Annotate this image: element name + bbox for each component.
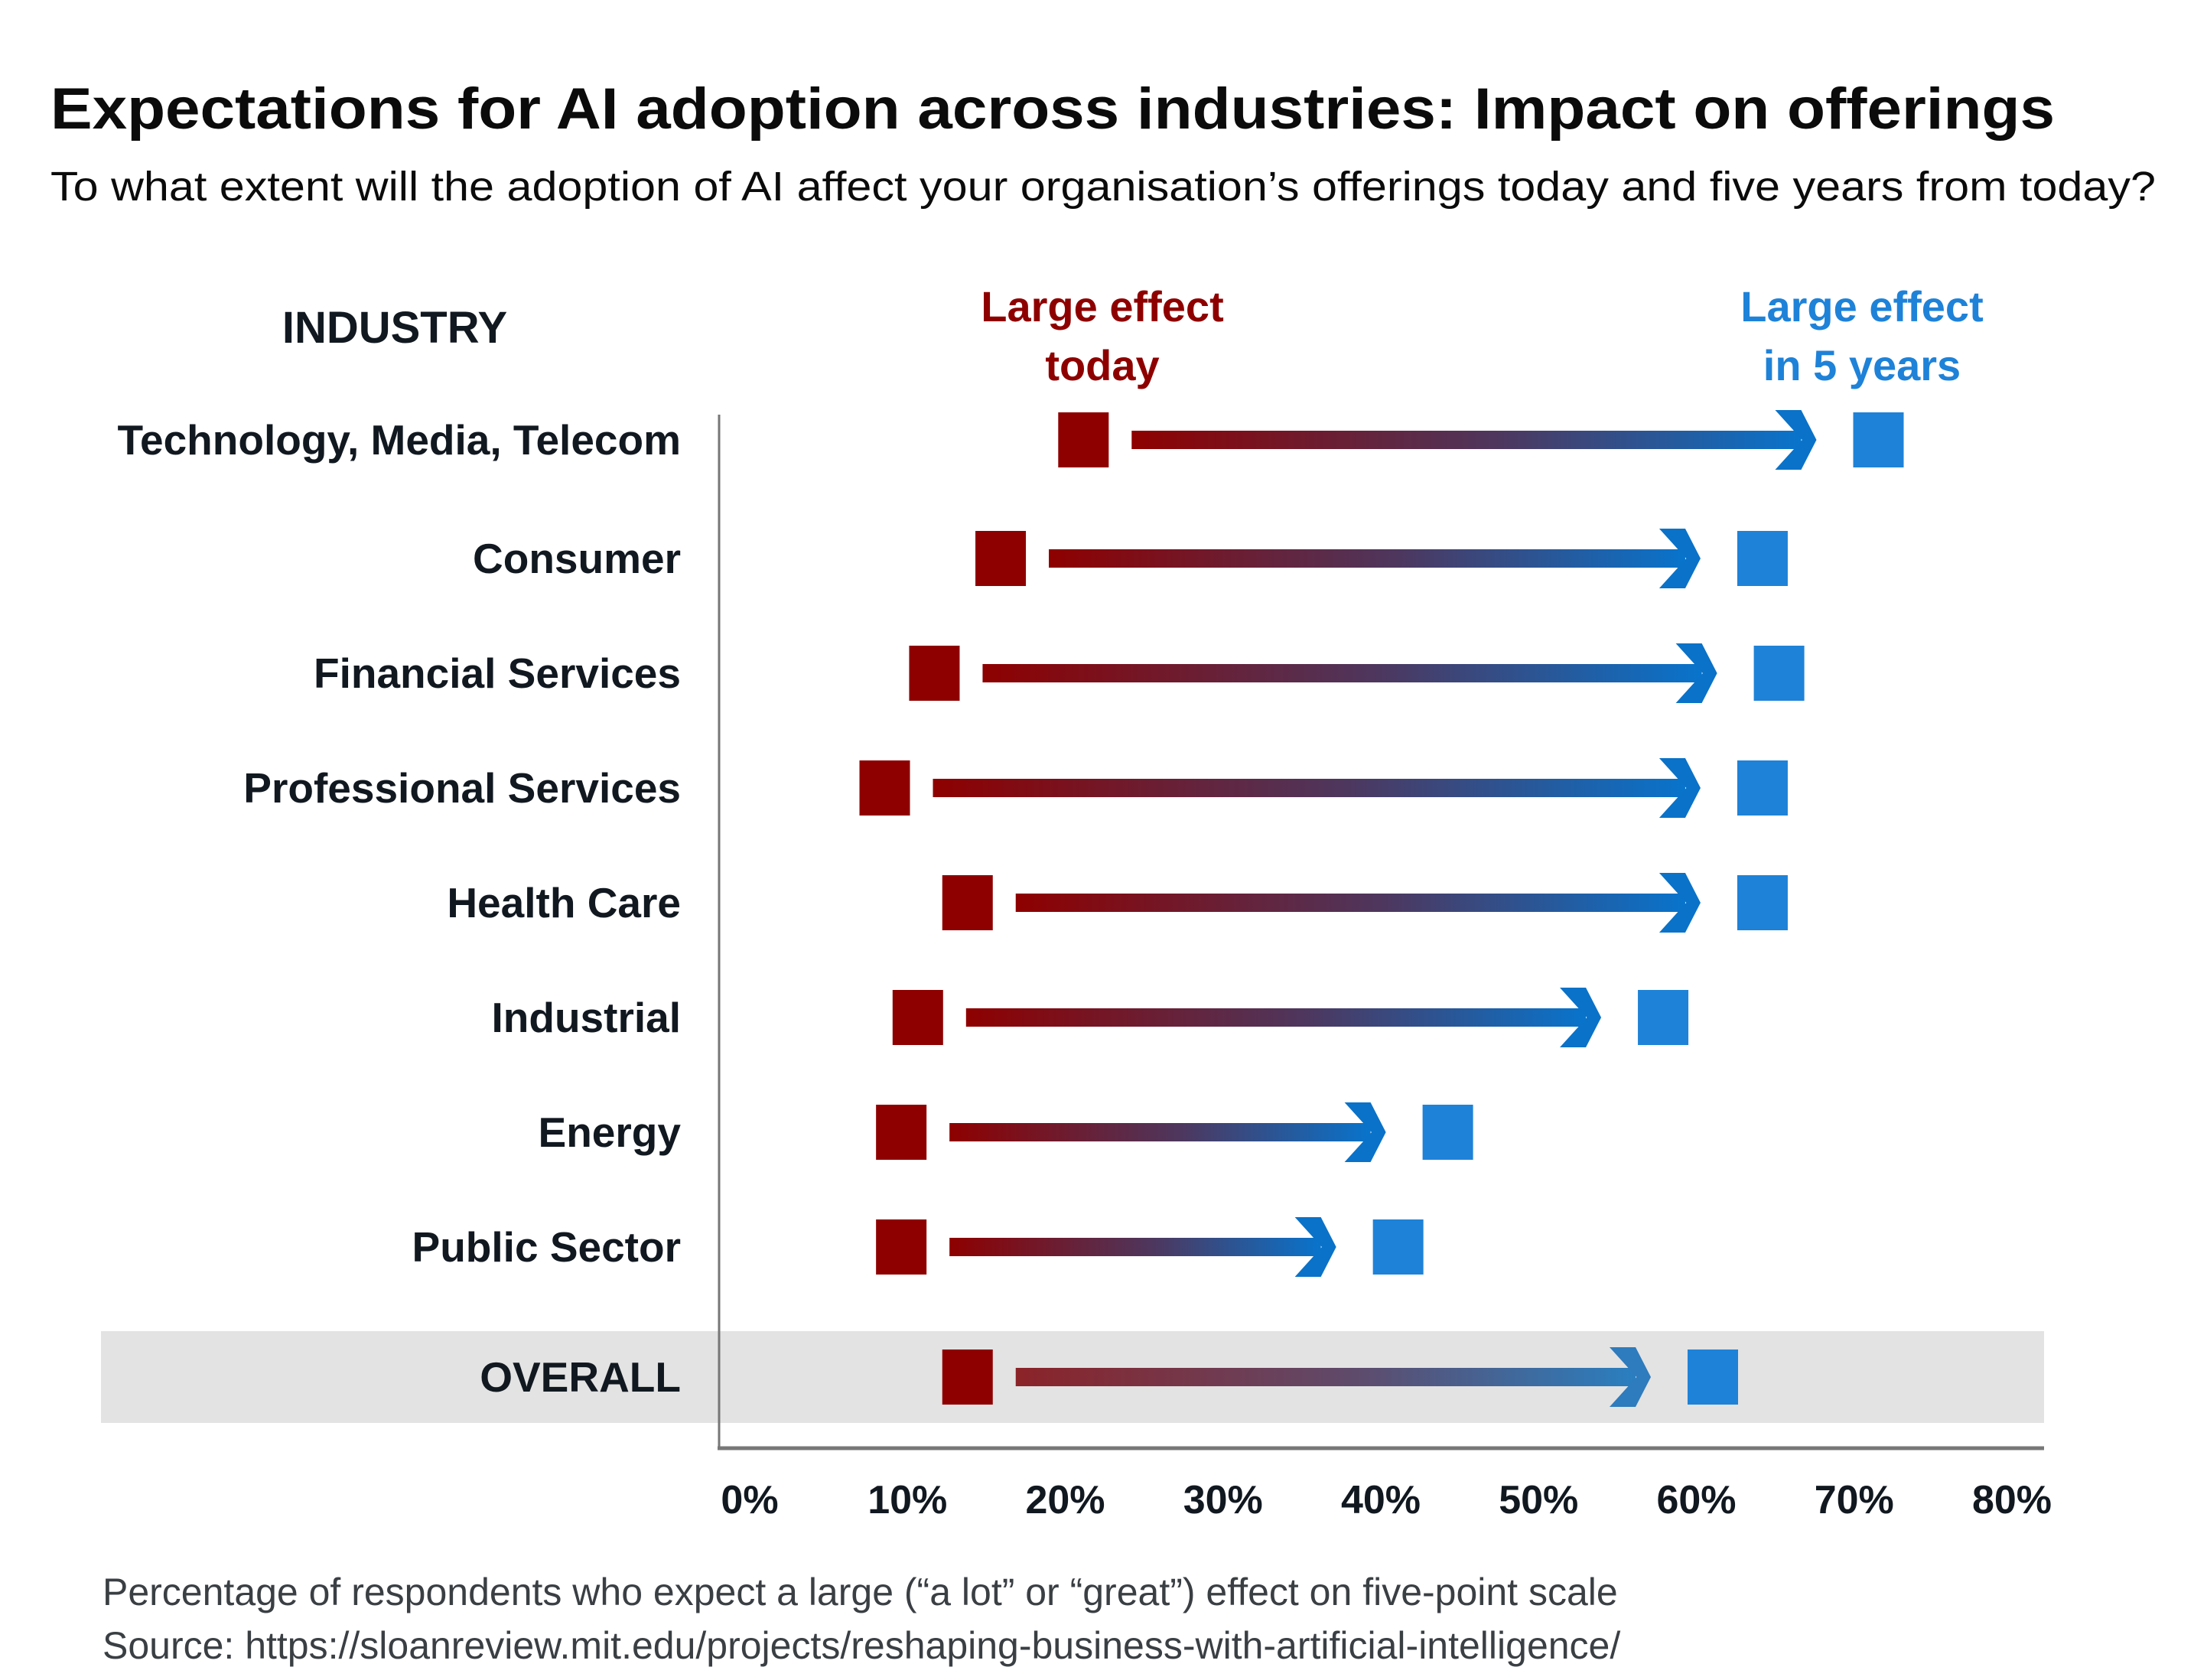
rows: Technology, Media, Telecom Consumer Financ…: [117, 410, 1904, 1407]
x-tick-label: 10%: [868, 1478, 947, 1522]
category-label: Financial Services: [314, 650, 681, 697]
row-financial-services: Financial Services: [314, 643, 1805, 703]
x-tick-label: 60%: [1656, 1478, 1736, 1522]
x-axis-ticks: 0% 10% 20% 30% 40% 50% 60% 70% 80%: [721, 1478, 2052, 1522]
legend: Large effect today Large effect in 5 yea…: [981, 282, 1983, 389]
marker-5-years: [1638, 990, 1689, 1045]
row-consumer: Consumer: [473, 529, 1788, 588]
marker-today: [909, 646, 960, 701]
legend-today-line-2: today: [1045, 341, 1159, 389]
marker-today: [876, 1219, 927, 1275]
marker-5-years: [1422, 1105, 1473, 1160]
category-label: Industrial: [491, 994, 681, 1041]
marker-5-years: [1753, 646, 1805, 701]
legend-today-line-1: Large effect: [981, 282, 1223, 330]
marker-today: [876, 1105, 927, 1160]
chart-title: Expectations for AI adoption across indu…: [50, 77, 2055, 142]
row-health-care: Health Care: [447, 873, 1788, 933]
change-arrow: [982, 643, 1717, 703]
source-note: Source: https://sloanreview.mit.edu/proj…: [103, 1624, 1620, 1667]
marker-5-years: [1853, 412, 1904, 467]
marker-5-years: [1737, 875, 1788, 930]
arrow-head: [1560, 988, 1602, 1047]
row-energy: Energy: [539, 1102, 1473, 1162]
chart-subtitle: To what extent will the adoption of AI a…: [50, 164, 2156, 210]
category-label: Technology, Media, Telecom: [117, 416, 681, 464]
arrow-shaft: [982, 664, 1702, 682]
category-label: Public Sector: [412, 1223, 681, 1271]
category-label: Energy: [539, 1109, 682, 1156]
row-professional-services: Professional Services: [243, 758, 1788, 818]
legend-5-years-line-1: Large effect: [1740, 282, 1983, 330]
footnote: Percentage of respondents who expect a l…: [103, 1571, 1618, 1613]
arrow-shaft: [965, 1008, 1587, 1027]
marker-today: [1058, 412, 1109, 467]
x-tick-label: 50%: [1499, 1478, 1578, 1522]
marker-today: [859, 760, 910, 816]
row-industrial: Industrial: [491, 988, 1689, 1047]
x-tick-label: 20%: [1025, 1478, 1105, 1522]
category-label: OVERALL: [480, 1353, 681, 1401]
arrow-shaft: [933, 779, 1685, 797]
arrow-head: [1659, 758, 1701, 818]
marker-today: [975, 531, 1027, 586]
arrow-shaft: [1015, 894, 1685, 912]
change-arrow: [933, 758, 1701, 818]
arrow-shaft: [1015, 1368, 1636, 1386]
marker-5-years: [1737, 760, 1788, 816]
arrow-head: [1659, 529, 1701, 588]
change-arrow: [949, 1102, 1386, 1162]
change-arrow: [1131, 410, 1817, 470]
x-tick-label: 0%: [721, 1478, 778, 1522]
legend-5-years-line-2: in 5 years: [1763, 341, 1961, 389]
marker-today: [942, 875, 993, 930]
arrow-head: [1294, 1217, 1336, 1277]
change-arrow: [965, 988, 1602, 1047]
arrow-head: [1775, 410, 1817, 470]
arrow-shaft: [1049, 549, 1685, 568]
row-public-sector: Public Sector: [412, 1217, 1424, 1277]
marker-5-years: [1372, 1219, 1424, 1275]
category-label: Health Care: [447, 879, 681, 926]
arrow-head: [1675, 643, 1717, 703]
row-overall: OVERALL: [480, 1347, 1738, 1407]
marker-today: [942, 1350, 993, 1405]
change-arrow: [1015, 873, 1701, 933]
arrow-head: [1610, 1347, 1651, 1407]
arrow-shaft: [949, 1238, 1321, 1256]
arrow-head: [1344, 1102, 1386, 1162]
category-label: Consumer: [473, 535, 681, 582]
change-arrow: [1015, 1347, 1651, 1407]
marker-5-years: [1737, 531, 1788, 586]
marker-5-years: [1688, 1350, 1738, 1405]
x-tick-label: 30%: [1183, 1478, 1263, 1522]
x-tick-label: 70%: [1815, 1478, 1894, 1522]
category-header: INDUSTRY: [282, 303, 507, 353]
arrow-head: [1659, 873, 1701, 933]
marker-today: [892, 990, 943, 1045]
category-label: Professional Services: [243, 764, 681, 812]
arrow-shaft: [949, 1123, 1371, 1141]
row-technology-media-telecom: Technology, Media, Telecom: [117, 410, 1904, 470]
change-arrow: [949, 1217, 1336, 1277]
change-arrow: [1049, 529, 1701, 588]
x-tick-label: 40%: [1341, 1478, 1421, 1522]
x-tick-label: 80%: [1972, 1478, 2052, 1522]
arrow-shaft: [1131, 431, 1802, 449]
